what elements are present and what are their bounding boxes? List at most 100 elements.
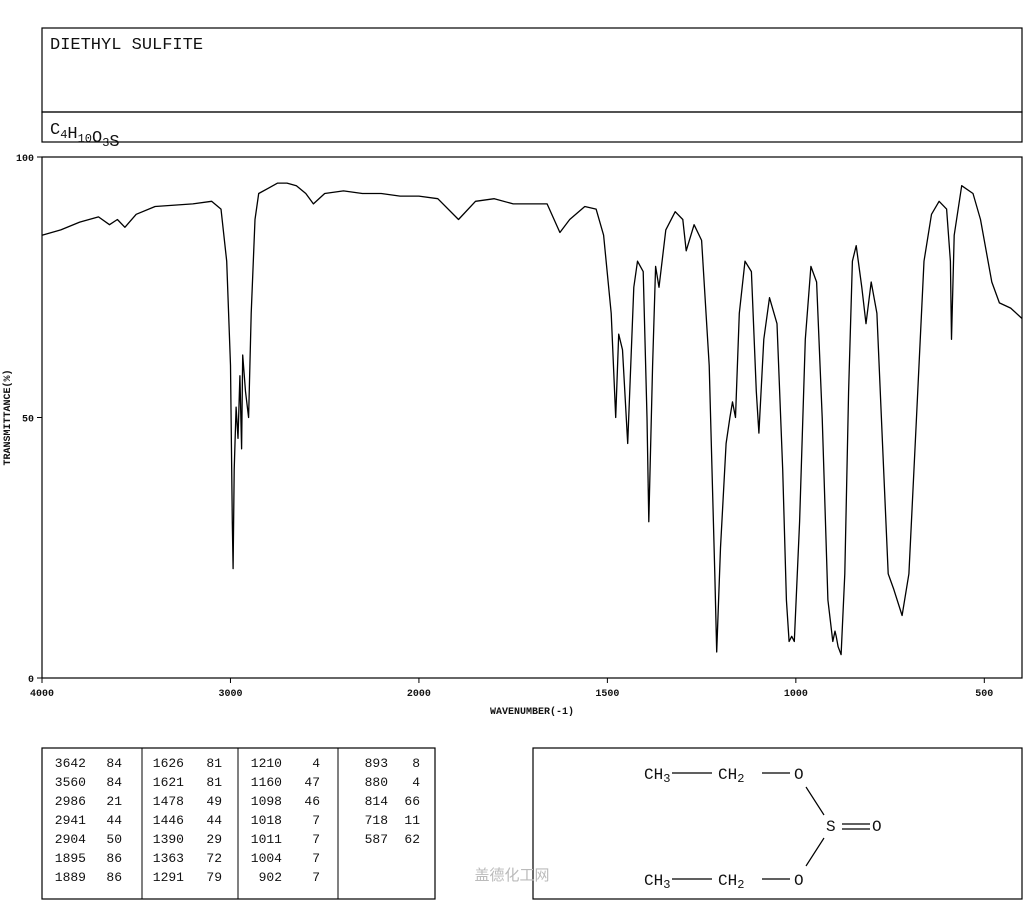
peak-wavenumber: 902	[259, 870, 282, 885]
peak-wavenumber: 1363	[153, 851, 184, 866]
peak-wavenumber: 3560	[55, 775, 86, 790]
peak-wavenumber: 1004	[251, 851, 282, 866]
bond	[805, 786, 825, 816]
subscript: 3	[102, 136, 109, 150]
atom: O	[872, 818, 882, 836]
peak-wavenumber: 1160	[251, 775, 282, 790]
peak-wavenumber: 718	[365, 813, 388, 828]
peak-wavenumber: 3642	[55, 756, 86, 771]
peak-wavenumber: 814	[365, 794, 389, 809]
peak-wavenumber: 893	[365, 756, 388, 771]
atom: O	[794, 766, 804, 784]
peak-transmittance: 86	[106, 851, 122, 866]
element: S	[109, 133, 119, 152]
peak-wavenumber: 587	[365, 832, 388, 847]
y-tick-label: 0	[28, 675, 34, 686]
atom: CH3	[644, 766, 670, 786]
plot-frame	[41, 156, 1023, 679]
peak-transmittance: 66	[404, 794, 420, 809]
peak-transmittance: 86	[106, 870, 122, 885]
peak-wavenumber: 1018	[251, 813, 282, 828]
peak-wavenumber: 1291	[153, 870, 184, 885]
subscript: 10	[78, 132, 92, 146]
peak-transmittance: 46	[304, 794, 320, 809]
peak-transmittance: 4	[312, 756, 320, 771]
atom: S	[826, 818, 836, 836]
peak-transmittance: 4	[412, 775, 420, 790]
peak-transmittance: 81	[206, 775, 222, 790]
atom-symbol: CH	[718, 872, 737, 890]
formula: C4H10O3S	[50, 121, 120, 152]
peak-transmittance: 7	[312, 851, 320, 866]
atom: CH3	[644, 872, 670, 892]
formula-box	[41, 111, 1023, 143]
y-tick-label: 50	[22, 415, 34, 426]
peak-transmittance: 29	[206, 832, 222, 847]
x-tick-label: 2000	[407, 689, 431, 700]
x-tick-label: 1500	[595, 689, 619, 700]
peak-wavenumber: 1210	[251, 756, 282, 771]
peak-wavenumber: 1011	[251, 832, 282, 847]
atom-subscript: 3	[663, 878, 670, 892]
peak-transmittance: 11	[404, 813, 420, 828]
atom: CH2	[718, 766, 744, 786]
peak-transmittance: 7	[312, 813, 320, 828]
x-tick-label: 1000	[784, 689, 808, 700]
peak-transmittance: 72	[206, 851, 222, 866]
peak-wavenumber: 1478	[153, 794, 184, 809]
peak-wavenumber: 880	[365, 775, 388, 790]
peak-wavenumber: 1446	[153, 813, 184, 828]
x-axis-label: WAVENUMBER(-1)	[490, 706, 574, 718]
bond	[805, 837, 825, 867]
peak-transmittance: 21	[106, 794, 122, 809]
peak-transmittance: 7	[312, 832, 320, 847]
atom-symbol: O	[794, 872, 804, 890]
watermark: 盖德化工网	[474, 866, 549, 884]
atom-subscript: 2	[737, 772, 744, 786]
peak-wavenumber: 1895	[55, 851, 86, 866]
atom-subscript: 2	[737, 878, 744, 892]
x-tick-label: 500	[975, 689, 993, 700]
peak-wavenumber: 1621	[153, 775, 184, 790]
element: C	[50, 121, 60, 140]
peak-wavenumber: 2941	[55, 813, 86, 828]
peak-transmittance: 50	[106, 832, 122, 847]
bonds	[672, 772, 870, 880]
peak-transmittance: 62	[404, 832, 420, 847]
x-tick-label: 3000	[218, 689, 242, 700]
spectrum-line	[41, 182, 1023, 656]
element: H	[67, 125, 77, 144]
peak-wavenumber: 2904	[55, 832, 86, 847]
peak-transmittance: 81	[206, 756, 222, 771]
x-tick-label: 4000	[30, 689, 54, 700]
peak-transmittance: 44	[206, 813, 222, 828]
element: O	[92, 129, 102, 148]
atom: CH2	[718, 872, 744, 892]
peak-wavenumber: 1390	[153, 832, 184, 847]
peak-wavenumber: 1098	[251, 794, 282, 809]
atom-symbol: CH	[718, 766, 737, 784]
y-tick-label: 100	[16, 154, 34, 165]
peak-transmittance: 7	[312, 870, 320, 885]
atom-symbol: S	[826, 818, 836, 836]
peak-transmittance: 79	[206, 870, 222, 885]
peak-wavenumber: 1889	[55, 870, 86, 885]
peak-transmittance: 8	[412, 756, 420, 771]
compound-name: DIETHYL SULFITE	[50, 36, 203, 55]
peak-transmittance: 47	[304, 775, 320, 790]
atom-symbol: O	[794, 766, 804, 784]
structure-box	[532, 747, 1023, 900]
y-axis-label: TRANSMITTANCE(%)	[2, 369, 14, 465]
atom-symbol: O	[872, 818, 882, 836]
atom-symbol: CH	[644, 872, 663, 890]
peak-transmittance: 44	[106, 813, 122, 828]
peak-transmittance: 49	[206, 794, 222, 809]
subscript: 4	[60, 128, 67, 142]
peak-transmittance: 84	[106, 775, 122, 790]
atom-subscript: 3	[663, 772, 670, 786]
atom: O	[794, 872, 804, 890]
peak-wavenumber: 1626	[153, 756, 184, 771]
atom-symbol: CH	[644, 766, 663, 784]
peak-transmittance: 84	[106, 756, 122, 771]
